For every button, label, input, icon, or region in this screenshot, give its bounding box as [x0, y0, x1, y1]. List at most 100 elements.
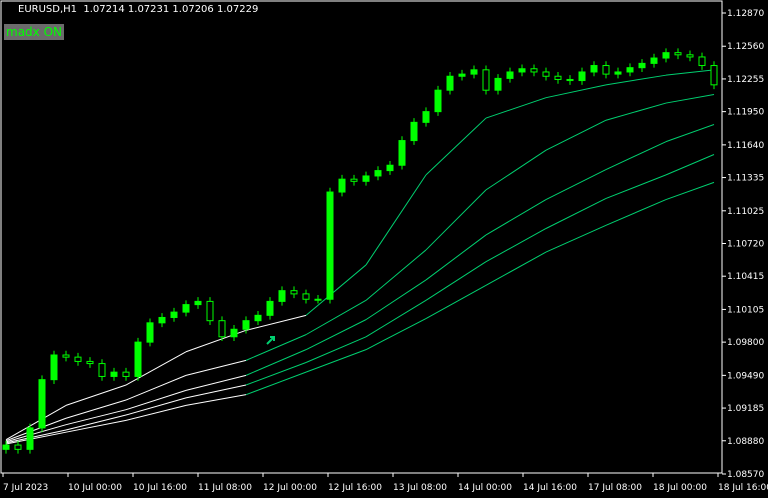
y-tick-label: 1.12560 — [727, 42, 764, 52]
moving-average-5-segment — [545, 224, 607, 253]
candle-body — [50, 354, 58, 381]
candle-body — [398, 140, 406, 166]
candle-body — [62, 354, 70, 358]
moving-average-4-segment — [365, 299, 427, 338]
y-tick-label: 1.08880 — [727, 437, 764, 447]
indicator-toggle-button[interactable]: madx ON — [4, 24, 64, 40]
candle-body — [662, 52, 670, 59]
moving-average-1-segment — [65, 384, 127, 406]
x-tick-label: 12 Jul 16:00 — [328, 483, 382, 493]
moving-average-5-segment — [65, 419, 127, 433]
moving-average-5-segment — [245, 371, 307, 396]
candle-body — [14, 444, 22, 450]
candle-body — [650, 57, 658, 64]
candle-body — [182, 304, 190, 313]
candle-body — [614, 71, 622, 75]
moving-average-2-segment — [185, 359, 247, 376]
candle-body — [686, 54, 694, 58]
candle-body — [470, 69, 478, 75]
moving-average-3-segment — [65, 409, 127, 426]
y-tick-label: 1.11025 — [727, 207, 764, 217]
moving-average-1-segment — [305, 264, 367, 316]
candle-body — [554, 75, 562, 80]
moving-average-2-segment — [65, 399, 127, 419]
candle-body — [86, 360, 94, 365]
x-tick-label: 11 Jul 08:00 — [198, 483, 252, 493]
candle-body — [338, 178, 346, 193]
moving-average-2-segment — [245, 334, 307, 361]
x-tick-label: 18 Jul 00:00 — [653, 483, 707, 493]
candle-body — [266, 300, 274, 316]
x-tick-label: 14 Jul 00:00 — [458, 483, 512, 493]
y-tick-label: 1.11335 — [727, 174, 764, 184]
candle-body — [530, 68, 538, 73]
candle-body — [254, 314, 262, 322]
candle-body — [158, 316, 166, 324]
x-tick-label: 13 Jul 08:00 — [393, 483, 447, 493]
moving-average-3-segment — [665, 124, 715, 143]
moving-average-1-segment — [605, 74, 667, 86]
moving-average-3-segment — [425, 234, 487, 281]
candle-body — [122, 371, 130, 377]
moving-average-4-segment — [425, 261, 487, 301]
x-tick-label: 17 Jul 08:00 — [588, 483, 642, 493]
candle-body — [458, 73, 466, 77]
x-tick-label: 12 Jul 00:00 — [263, 483, 317, 493]
candle-body — [578, 71, 586, 82]
moving-average-5-segment — [665, 181, 715, 201]
moving-average-3-segment — [185, 374, 247, 391]
y-tick-label: 1.11640 — [727, 141, 764, 151]
candle-body — [290, 290, 298, 295]
moving-average-2-segment — [5, 417, 67, 442]
candle-body — [710, 65, 718, 86]
candle-body — [626, 67, 634, 73]
moving-average-5-segment — [605, 199, 667, 226]
moving-average-4-segment — [125, 397, 187, 416]
moving-average-1-segment — [125, 351, 187, 386]
x-tick-label: 10 Jul 16:00 — [133, 483, 187, 493]
moving-average-5-segment — [485, 251, 547, 286]
signal-arrow-icon — [266, 335, 275, 345]
y-tick-label: 1.11950 — [727, 108, 764, 118]
y-tick-label: 1.10105 — [727, 305, 764, 315]
candle-body — [506, 71, 514, 79]
moving-average-2-segment — [485, 149, 547, 191]
candle-body — [542, 71, 550, 77]
candle-body — [302, 293, 310, 300]
moving-average-1-segment — [425, 117, 487, 176]
moving-average-5-segment — [5, 431, 67, 445]
moving-average-3-segment — [545, 169, 607, 200]
moving-average-4-segment — [185, 384, 247, 399]
moving-average-3-segment — [485, 199, 547, 236]
moving-average-2-segment — [545, 119, 607, 151]
moving-average-5-segment — [125, 404, 187, 421]
y-tick-label: 1.09800 — [727, 338, 764, 348]
candle-body — [206, 300, 214, 322]
moving-average-1-segment — [245, 314, 307, 331]
candle-body — [386, 164, 394, 172]
moving-average-1-segment — [545, 84, 607, 99]
candle-body — [170, 311, 178, 318]
candle-body — [698, 56, 706, 67]
plot-frame — [0, 0, 723, 474]
candle-body — [194, 300, 202, 306]
y-tick-label: 1.09185 — [727, 404, 764, 414]
x-tick-label: 7 Jul 2023 — [3, 483, 48, 493]
candle-body — [674, 52, 682, 56]
candle-body — [446, 75, 454, 91]
moving-average-4-segment — [305, 336, 367, 363]
moving-average-5-segment — [185, 394, 247, 406]
y-tick-label: 1.09490 — [727, 371, 764, 381]
moving-average-1-segment — [365, 174, 427, 266]
candle-body — [98, 363, 106, 377]
moving-average-3-segment — [245, 349, 307, 376]
candle-body — [362, 175, 370, 182]
x-tick-label: 14 Jul 16:00 — [523, 483, 577, 493]
moving-average-4-segment — [5, 429, 67, 444]
moving-average-1-segment — [485, 97, 547, 119]
y-tick-label: 1.12870 — [727, 9, 764, 19]
moving-average-2-segment — [305, 299, 367, 336]
candle-body — [278, 290, 286, 302]
candle-body — [314, 298, 322, 301]
